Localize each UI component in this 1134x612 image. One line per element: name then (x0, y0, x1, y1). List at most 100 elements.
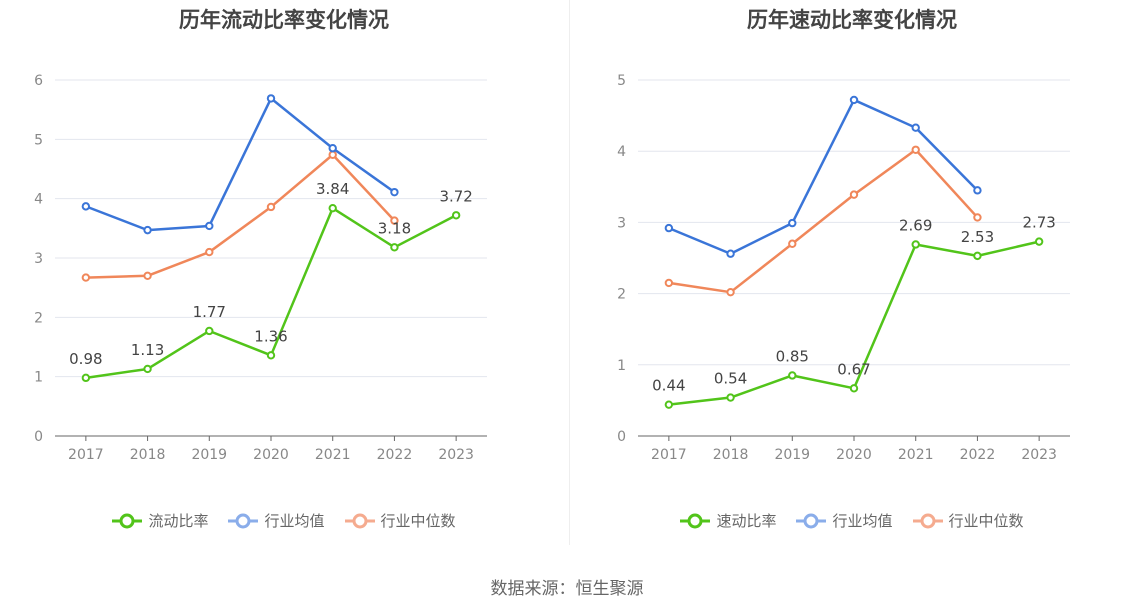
data-label: 3.84 (316, 180, 349, 198)
data-label: 0.98 (69, 350, 102, 368)
company-series-point (328, 203, 337, 213)
company-series-point (81, 373, 91, 383)
quick-ratio-chart-panel: 历年速动比率变化情况 0 1 2 3 4 5 2017 2018 2019 2020 2021 202… (570, 0, 1134, 545)
legend-label: 行业均值 (264, 512, 325, 530)
industry-median-series-point (726, 287, 735, 297)
industry-average-series-point (143, 225, 152, 235)
industry-median-series-point (328, 150, 337, 159)
y-tick-label: 3 (34, 251, 43, 267)
data-label: 1.77 (193, 303, 226, 321)
x-tick-label: 2018 (130, 447, 166, 463)
company-series-point (973, 251, 982, 261)
chart-title: 历年速动比率变化情况 (747, 8, 957, 32)
industry-median-series-point (788, 239, 797, 248)
x-tick-label: 2017 (651, 447, 687, 463)
x-tick-label: 2020 (253, 447, 289, 463)
industry-average-series-line (668, 98, 979, 255)
y-tick-label: 6 (34, 73, 43, 89)
legend-marker-icon (112, 513, 143, 528)
company-series-point (266, 351, 276, 360)
industry-average-series-point (788, 218, 797, 228)
x-tick-label: 2023 (438, 447, 474, 463)
legend-marker-icon (680, 513, 711, 528)
data-label: 0.67 (837, 360, 870, 378)
y-tick-label: 0 (617, 429, 626, 445)
company-series-point (451, 211, 461, 220)
industry-median-series-point (143, 271, 152, 280)
data-label: 2.69 (899, 216, 932, 234)
industry-median-series-point (205, 247, 214, 257)
legend: 速动比率 行业均值 行业中位数 (570, 510, 1134, 531)
legend-marker-icon (228, 513, 259, 528)
industry-median-series-line (85, 153, 396, 279)
data-label: 3.18 (378, 219, 411, 237)
company-series-point (788, 371, 797, 380)
y-tick-label: 3 (617, 215, 626, 231)
legend-marker-icon (796, 513, 827, 528)
legend-marker-icon (912, 513, 943, 528)
data-label: 2.53 (961, 228, 994, 246)
legend-label: 行业中位数 (380, 512, 456, 530)
data-label: 1.36 (254, 327, 287, 345)
company-series-point (664, 400, 674, 409)
legend-item-quick-ratio[interactable]: 速动比率 (680, 510, 776, 531)
panel-divider (569, 0, 570, 545)
data-source: 数据来源：恒生聚源 (490, 579, 644, 599)
industry-average-series-point (205, 221, 214, 231)
y-tick-label: 2 (617, 287, 626, 303)
industry-average-series-point (390, 187, 399, 197)
quick-ratio-plot: 0 1 2 3 4 5 2017 2018 2019 2020 2021 2022 2023 0.44 0.… (617, 73, 1070, 463)
industry-median-series-point (664, 278, 674, 288)
y-tick-label: 5 (34, 132, 43, 148)
y-tick-label: 1 (34, 370, 43, 386)
data-label: 0.44 (652, 377, 685, 395)
legend-label: 行业中位数 (948, 512, 1024, 530)
company-series-point (726, 393, 735, 402)
industry-average-series-line (85, 97, 396, 232)
industry-average-series-point (973, 186, 982, 195)
legend-item-industry-average[interactable]: 行业均值 (796, 510, 893, 531)
x-tick-label: 2019 (774, 447, 810, 463)
industry-median-series-point (390, 216, 399, 225)
legend-label: 行业均值 (832, 512, 893, 530)
x-tick-label: 2021 (898, 447, 934, 463)
x-tick-label: 2018 (713, 447, 749, 463)
y-tick-label: 1 (617, 358, 626, 374)
y-tick-label: 4 (34, 192, 43, 208)
company-series-point (205, 326, 214, 336)
industry-median-series-point (973, 213, 982, 222)
current-ratio-chart-panel: 历年流动比率变化情况 0 1 2 3 4 5 6 2017 2018 2019 2020 2021 20… (0, 0, 568, 545)
industry-average-series-point (664, 223, 674, 233)
x-tick-label: 2022 (960, 447, 996, 463)
industry-average-series-point (849, 95, 859, 105)
industry-average-series-point (81, 202, 91, 211)
y-tick-label: 2 (34, 310, 43, 326)
chart-title: 历年流动比率变化情况 (179, 8, 389, 32)
y-tick-label: 5 (617, 73, 626, 89)
legend-item-industry-average[interactable]: 行业均值 (228, 510, 325, 531)
company-series-point (390, 243, 399, 252)
industry-average-series-point (266, 94, 276, 103)
data-label: 0.54 (714, 370, 747, 388)
company-series-point (911, 240, 920, 249)
company-series-point (143, 364, 152, 374)
industry-average-series-point (726, 249, 735, 258)
data-label: 3.72 (439, 187, 472, 205)
legend-marker-icon (344, 513, 375, 528)
legend-label: 速动比率 (716, 512, 777, 530)
legend-label: 流动比率 (148, 512, 209, 530)
x-tick-label: 2020 (836, 447, 872, 463)
x-tick-label: 2017 (68, 447, 104, 463)
legend-item-industry-median[interactable]: 行业中位数 (344, 510, 456, 531)
data-label: 2.73 (1022, 214, 1055, 232)
legend: 流动比率 行业均值 行业中位数 (0, 510, 568, 531)
x-tick-label: 2022 (377, 447, 413, 463)
company-series-point (849, 384, 859, 393)
x-tick-label: 2019 (191, 447, 227, 463)
industry-median-series-point (81, 273, 91, 282)
y-tick-label: 4 (617, 144, 626, 160)
legend-item-industry-median[interactable]: 行业中位数 (912, 510, 1024, 531)
x-tick-label: 2021 (315, 447, 351, 463)
industry-average-series-point (328, 144, 337, 153)
legend-item-current-ratio[interactable]: 流动比率 (112, 510, 208, 531)
